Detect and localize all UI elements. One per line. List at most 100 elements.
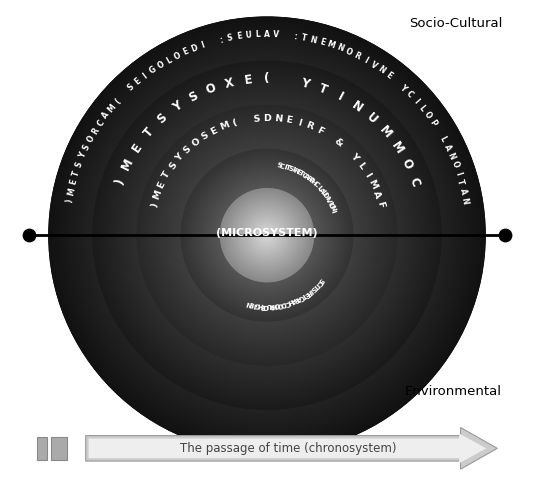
Circle shape bbox=[123, 92, 411, 379]
Circle shape bbox=[253, 221, 281, 249]
Circle shape bbox=[203, 172, 331, 299]
Circle shape bbox=[190, 158, 344, 312]
Circle shape bbox=[241, 209, 293, 261]
Circle shape bbox=[184, 152, 350, 318]
Circle shape bbox=[126, 94, 408, 376]
Circle shape bbox=[123, 91, 411, 379]
Circle shape bbox=[181, 149, 353, 321]
Circle shape bbox=[158, 126, 376, 344]
Polygon shape bbox=[85, 427, 497, 469]
Circle shape bbox=[165, 133, 369, 337]
Circle shape bbox=[80, 48, 454, 423]
Circle shape bbox=[92, 60, 442, 411]
Circle shape bbox=[162, 130, 372, 341]
Text: The passage of time (chronosystem): The passage of time (chronosystem) bbox=[179, 442, 396, 455]
Circle shape bbox=[58, 26, 476, 444]
Text: D: D bbox=[321, 191, 329, 199]
Circle shape bbox=[187, 155, 347, 316]
Circle shape bbox=[236, 204, 298, 267]
Circle shape bbox=[103, 72, 431, 399]
Circle shape bbox=[235, 203, 299, 268]
Text: T: T bbox=[285, 165, 291, 172]
Text: :: : bbox=[218, 35, 223, 45]
Circle shape bbox=[133, 101, 401, 369]
Text: R: R bbox=[292, 167, 300, 175]
Text: Y: Y bbox=[77, 151, 88, 160]
Circle shape bbox=[194, 162, 340, 308]
Circle shape bbox=[183, 150, 351, 320]
Text: L: L bbox=[164, 55, 173, 66]
Circle shape bbox=[109, 77, 425, 393]
Circle shape bbox=[230, 198, 304, 272]
Circle shape bbox=[175, 143, 359, 327]
Circle shape bbox=[246, 214, 288, 257]
Circle shape bbox=[163, 131, 371, 339]
Text: E: E bbox=[236, 32, 242, 41]
Circle shape bbox=[66, 34, 468, 436]
Text: M: M bbox=[376, 124, 394, 141]
Circle shape bbox=[99, 67, 435, 403]
Circle shape bbox=[198, 166, 336, 304]
Circle shape bbox=[80, 48, 454, 422]
Circle shape bbox=[208, 176, 326, 294]
Text: V: V bbox=[368, 60, 378, 71]
Circle shape bbox=[222, 191, 312, 280]
Text: N: N bbox=[446, 151, 457, 161]
Text: H: H bbox=[271, 302, 277, 308]
Text: D: D bbox=[263, 114, 271, 123]
Circle shape bbox=[211, 179, 323, 291]
Circle shape bbox=[221, 189, 313, 281]
Circle shape bbox=[187, 155, 347, 315]
Circle shape bbox=[89, 57, 445, 413]
Circle shape bbox=[215, 183, 319, 287]
Circle shape bbox=[125, 94, 409, 376]
Circle shape bbox=[258, 226, 276, 245]
Text: I: I bbox=[296, 118, 302, 128]
Circle shape bbox=[96, 64, 438, 406]
Circle shape bbox=[263, 231, 271, 239]
Circle shape bbox=[153, 121, 381, 349]
Circle shape bbox=[163, 132, 371, 339]
Circle shape bbox=[52, 20, 482, 450]
Circle shape bbox=[121, 90, 413, 381]
Circle shape bbox=[112, 80, 422, 390]
Circle shape bbox=[179, 147, 355, 323]
Circle shape bbox=[217, 186, 317, 285]
Circle shape bbox=[88, 56, 446, 414]
Circle shape bbox=[50, 19, 484, 452]
Circle shape bbox=[51, 19, 483, 451]
Circle shape bbox=[143, 112, 391, 359]
Text: ): ) bbox=[65, 198, 74, 203]
Circle shape bbox=[250, 218, 284, 252]
Text: M: M bbox=[152, 189, 163, 200]
Circle shape bbox=[120, 89, 414, 382]
Circle shape bbox=[99, 68, 435, 403]
Text: E: E bbox=[133, 76, 143, 87]
Circle shape bbox=[59, 27, 475, 443]
Circle shape bbox=[57, 25, 477, 445]
Circle shape bbox=[143, 111, 391, 359]
Text: A: A bbox=[302, 173, 310, 181]
Text: S: S bbox=[287, 165, 294, 172]
Circle shape bbox=[119, 87, 415, 384]
Text: T: T bbox=[311, 283, 319, 291]
Text: T: T bbox=[297, 170, 305, 178]
Circle shape bbox=[218, 187, 316, 284]
Circle shape bbox=[238, 206, 296, 265]
Text: F: F bbox=[315, 125, 325, 136]
Circle shape bbox=[191, 159, 343, 312]
Circle shape bbox=[169, 137, 365, 333]
Text: M: M bbox=[218, 121, 230, 132]
Circle shape bbox=[137, 105, 397, 366]
Circle shape bbox=[249, 218, 285, 253]
Circle shape bbox=[136, 103, 398, 367]
Circle shape bbox=[198, 166, 336, 305]
Text: O: O bbox=[344, 47, 354, 57]
Circle shape bbox=[197, 165, 337, 305]
Circle shape bbox=[203, 172, 331, 298]
Circle shape bbox=[53, 21, 481, 449]
Circle shape bbox=[231, 199, 303, 271]
Circle shape bbox=[104, 72, 430, 398]
Text: U: U bbox=[245, 31, 252, 40]
Circle shape bbox=[110, 78, 424, 392]
